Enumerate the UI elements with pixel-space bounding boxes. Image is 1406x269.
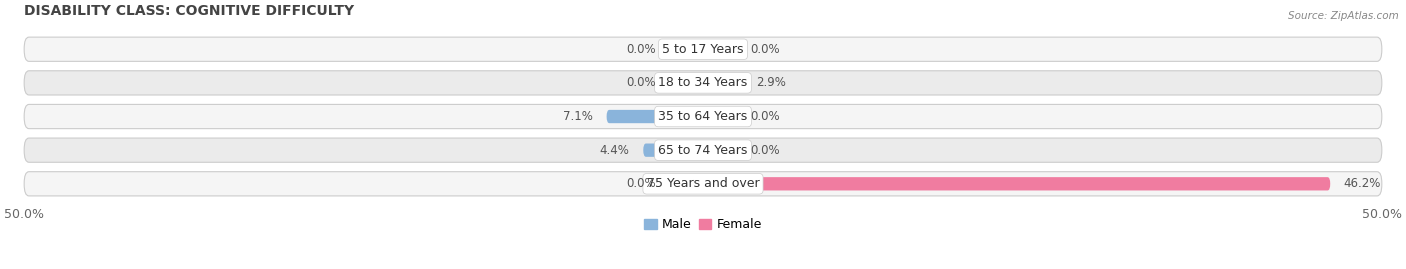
Text: 0.0%: 0.0% — [751, 110, 780, 123]
Text: 4.4%: 4.4% — [600, 144, 630, 157]
Text: 5 to 17 Years: 5 to 17 Years — [662, 43, 744, 56]
Text: 35 to 64 Years: 35 to 64 Years — [658, 110, 748, 123]
Text: 0.0%: 0.0% — [626, 177, 655, 190]
Text: 2.9%: 2.9% — [756, 76, 786, 89]
FancyBboxPatch shape — [703, 110, 737, 123]
FancyBboxPatch shape — [24, 172, 1382, 196]
Text: 0.0%: 0.0% — [751, 144, 780, 157]
Text: 75 Years and over: 75 Years and over — [647, 177, 759, 190]
FancyBboxPatch shape — [24, 71, 1382, 95]
FancyBboxPatch shape — [703, 43, 737, 56]
Text: 7.1%: 7.1% — [564, 110, 593, 123]
FancyBboxPatch shape — [24, 37, 1382, 61]
FancyBboxPatch shape — [24, 138, 1382, 162]
Text: 46.2%: 46.2% — [1344, 177, 1381, 190]
FancyBboxPatch shape — [669, 76, 703, 90]
FancyBboxPatch shape — [606, 110, 703, 123]
FancyBboxPatch shape — [703, 143, 737, 157]
FancyBboxPatch shape — [703, 76, 742, 90]
Legend: Male, Female: Male, Female — [640, 213, 766, 236]
FancyBboxPatch shape — [24, 104, 1382, 129]
FancyBboxPatch shape — [669, 43, 703, 56]
Text: 0.0%: 0.0% — [751, 43, 780, 56]
FancyBboxPatch shape — [669, 177, 703, 190]
Text: 0.0%: 0.0% — [626, 76, 655, 89]
Text: Source: ZipAtlas.com: Source: ZipAtlas.com — [1288, 11, 1399, 21]
Text: 18 to 34 Years: 18 to 34 Years — [658, 76, 748, 89]
Text: 65 to 74 Years: 65 to 74 Years — [658, 144, 748, 157]
FancyBboxPatch shape — [644, 143, 703, 157]
FancyBboxPatch shape — [703, 177, 1330, 190]
Text: DISABILITY CLASS: COGNITIVE DIFFICULTY: DISABILITY CLASS: COGNITIVE DIFFICULTY — [24, 4, 354, 18]
Text: 0.0%: 0.0% — [626, 43, 655, 56]
